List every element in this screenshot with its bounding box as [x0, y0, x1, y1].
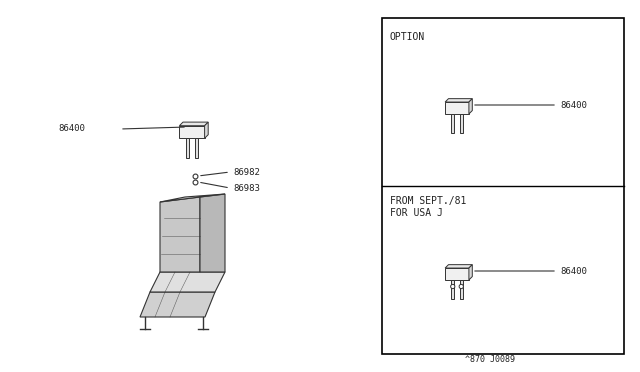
- Bar: [186, 138, 189, 158]
- Text: FROM SEPT./81: FROM SEPT./81: [390, 196, 467, 206]
- Text: 86983: 86983: [233, 183, 260, 192]
- Polygon shape: [445, 102, 469, 114]
- Polygon shape: [469, 99, 472, 114]
- Polygon shape: [140, 292, 215, 317]
- Text: ^870 J0089: ^870 J0089: [465, 355, 515, 364]
- FancyBboxPatch shape: [382, 18, 624, 354]
- Bar: [195, 138, 198, 158]
- Text: 86400: 86400: [560, 100, 587, 109]
- Circle shape: [451, 284, 455, 289]
- Polygon shape: [205, 122, 208, 138]
- Bar: [460, 280, 463, 299]
- Text: OPTION: OPTION: [390, 32, 425, 42]
- Polygon shape: [445, 99, 472, 102]
- Text: 86400: 86400: [560, 266, 587, 276]
- Polygon shape: [445, 264, 472, 268]
- Text: 86982: 86982: [233, 167, 260, 176]
- Text: FOR USA J: FOR USA J: [390, 208, 443, 218]
- Polygon shape: [179, 126, 205, 138]
- Polygon shape: [200, 194, 225, 272]
- Bar: [460, 114, 463, 133]
- Text: 86400: 86400: [58, 124, 85, 132]
- Polygon shape: [179, 122, 208, 126]
- Polygon shape: [445, 268, 469, 280]
- Bar: [451, 114, 454, 133]
- Circle shape: [459, 284, 463, 289]
- Polygon shape: [469, 264, 472, 280]
- Polygon shape: [150, 272, 225, 292]
- Polygon shape: [160, 197, 200, 272]
- Bar: [451, 280, 454, 299]
- Polygon shape: [160, 194, 225, 202]
